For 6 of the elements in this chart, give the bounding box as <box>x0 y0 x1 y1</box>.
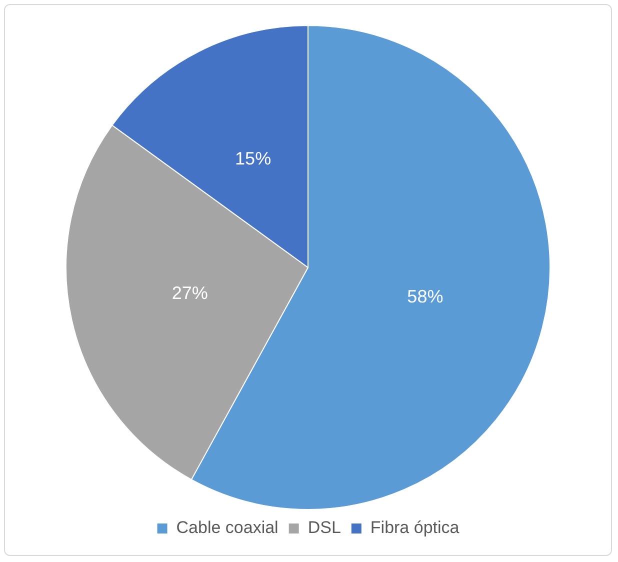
data-label: 15% <box>235 148 272 169</box>
legend-label: DSL <box>308 518 341 538</box>
legend-label: Fibra óptica <box>370 518 460 538</box>
legend-label: Cable coaxial <box>176 518 278 538</box>
data-label: 58% <box>407 286 444 307</box>
data-label: 27% <box>172 282 208 303</box>
